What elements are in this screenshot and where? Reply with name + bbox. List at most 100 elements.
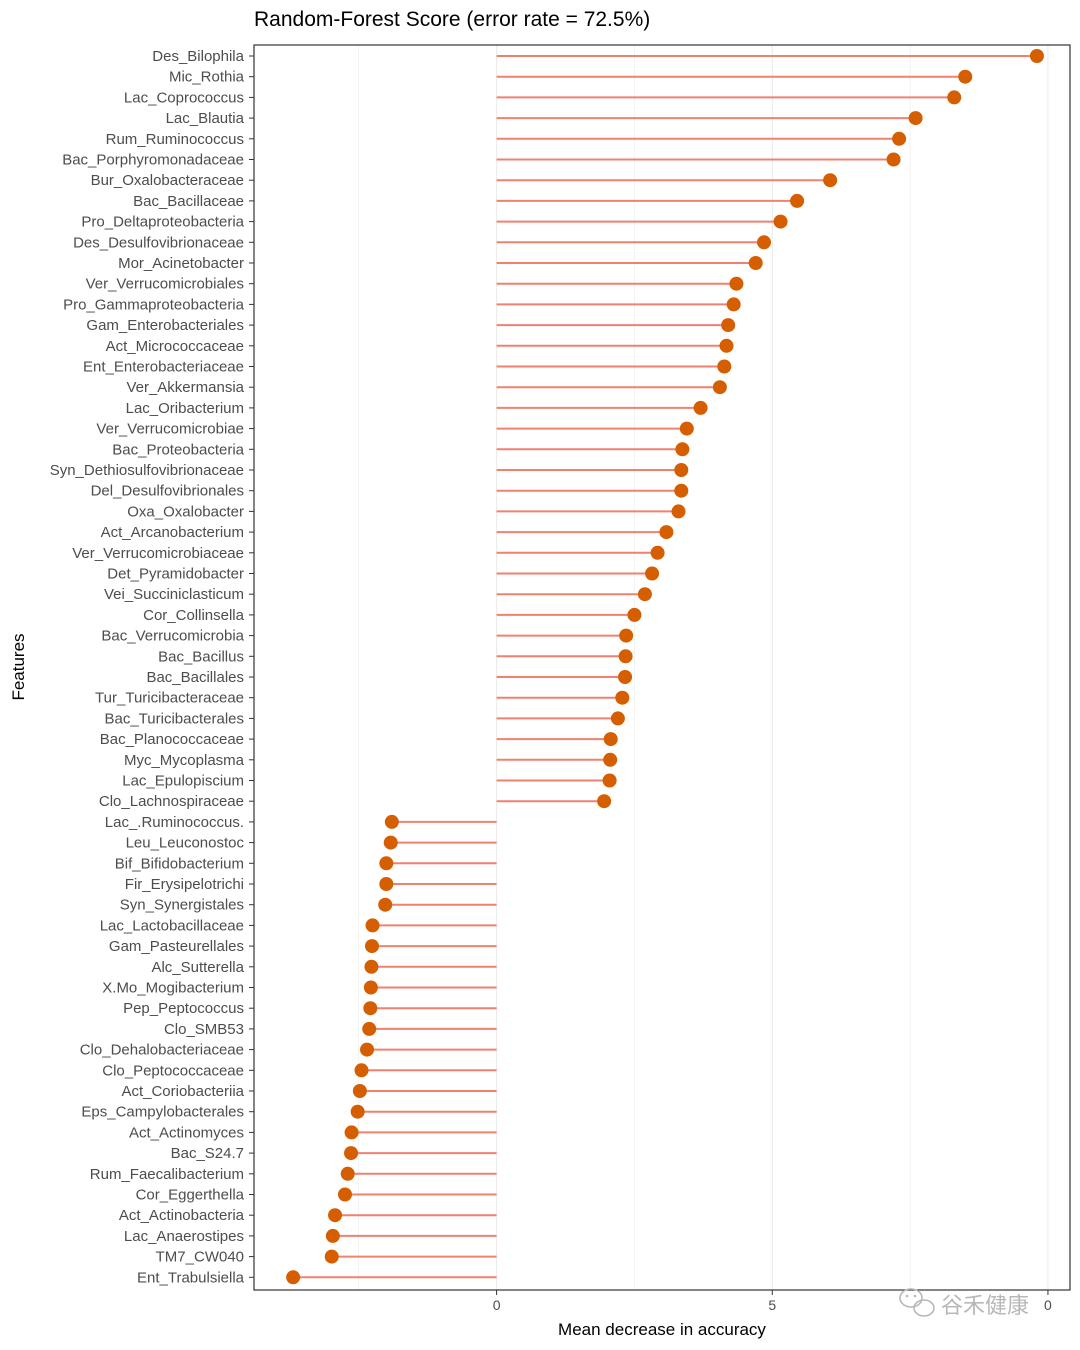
y-tick-label: Cor_Collinsella <box>143 607 245 624</box>
lollipop-point <box>693 400 708 415</box>
lollipop-point <box>615 690 630 705</box>
y-tick-label: Clo_Peptococcaceae <box>102 1062 244 1079</box>
y-tick-label: Bac_Proteobacteria <box>112 441 244 458</box>
y-tick-label: Leu_Leuconostoc <box>126 835 245 852</box>
lollipop-point <box>892 131 907 146</box>
y-tick-label: Pro_Deltaproteobacteria <box>81 214 244 231</box>
lollipop-points <box>286 49 1044 1285</box>
lollipop-point <box>286 1270 301 1285</box>
lollipop-point <box>674 483 689 498</box>
lollipop-point <box>325 1228 340 1243</box>
chart-title: Random-Forest Score (error rate = 72.5%) <box>254 8 650 31</box>
y-tick-label: Oxa_Oxalobacter <box>127 503 244 520</box>
y-tick-label: Ver_Akkermansia <box>126 379 244 396</box>
y-tick-label: Alc_Sutterella <box>151 959 244 976</box>
y-tick-label: Act_Actinobacteria <box>119 1207 245 1224</box>
lollipop-point <box>328 1208 343 1223</box>
y-axis-title: Features <box>9 633 28 700</box>
y-tick-label: Act_Micrococcaceae <box>106 338 244 355</box>
y-tick-label: Mic_Rothia <box>169 69 245 86</box>
lollipop-point <box>618 649 633 664</box>
lollipop-point <box>886 152 901 167</box>
lollipop-point <box>650 545 665 560</box>
y-tick-label: Syn_Synergistales <box>120 897 244 914</box>
y-tick-label: Lac_Lactobacillaceae <box>100 917 244 934</box>
y-tick-label: Clo_SMB53 <box>164 1021 244 1038</box>
y-tick-label: Cor_Eggerthella <box>136 1187 245 1204</box>
lollipop-point <box>603 732 618 747</box>
lollipop-point <box>645 566 660 581</box>
y-axis-labels: Des_Bilophila Mic_Rothia Lac_Coprococcus La… <box>50 48 245 1286</box>
y-tick-label: Det_Pyramidobacter <box>107 566 244 583</box>
y-axis-ticks <box>249 55 254 1278</box>
lollipop-point <box>378 897 393 912</box>
lollipop-point <box>602 773 617 788</box>
x-axis-ticks: 0 5 0 <box>493 1290 1052 1313</box>
x-tick-label: 0 <box>1044 1297 1052 1313</box>
lollipop-point <box>1029 49 1044 63</box>
y-tick-label: X.Mo_Mogibacterium <box>102 980 244 997</box>
lollipop-point <box>363 980 378 995</box>
y-tick-label: Lac_Anaerostipes <box>124 1228 244 1245</box>
y-tick-label: Act_Coriobacteriia <box>121 1083 244 1100</box>
y-tick-label: Clo_Lachnospiraceae <box>99 793 244 810</box>
lollipop-point <box>721 318 736 333</box>
lollipop-point <box>340 1166 355 1181</box>
y-tick-label: Ent_Trabulsiella <box>137 1269 245 1286</box>
panel-border <box>253 44 1071 1291</box>
lollipop-point <box>712 380 727 395</box>
lollipop-point <box>671 504 686 519</box>
y-tick-label: Lac_.Ruminococcus. <box>105 814 244 831</box>
x-tick-label: 5 <box>768 1297 776 1313</box>
lollipop-point <box>726 297 741 312</box>
y-tick-label: Ver_Verrucomicrobiales <box>86 276 244 293</box>
watermark: 谷禾健康 <box>899 1288 1029 1319</box>
y-tick-label: Lac_Epulopiscium <box>122 773 244 790</box>
y-tick-label: Lac_Oribacterium <box>126 400 244 417</box>
lollipop-point <box>748 256 763 270</box>
y-tick-label: Ent_Enterobacteriaceae <box>83 359 244 376</box>
y-tick-label: Act_Actinomyces <box>129 1124 244 1141</box>
y-tick-label: Vei_Succiniclasticum <box>104 586 244 603</box>
lollipop-point <box>354 1063 369 1078</box>
lollipop-point <box>729 276 744 291</box>
y-tick-label: Bif_Bifidobacterium <box>115 855 244 872</box>
lollipop-point <box>362 1021 377 1036</box>
lollipop-point <box>947 90 962 105</box>
lollipop-point <box>364 939 379 954</box>
lollipop-point <box>379 856 394 871</box>
y-tick-label: Bac_Planococcaceae <box>100 731 244 748</box>
lollipop-point <box>679 421 694 436</box>
lollipop-point <box>379 877 394 891</box>
lollipop-point <box>344 1146 359 1161</box>
y-tick-label: Bac_S24.7 <box>171 1145 244 1162</box>
y-tick-label: Syn_Dethiosulfovibrionaceae <box>50 462 244 479</box>
y-tick-label: Bac_Porphyromonadaceae <box>62 152 244 169</box>
lollipop-point <box>603 752 618 767</box>
x-tick-label: 0 <box>493 1297 501 1313</box>
y-tick-label: Act_Arcanobacterium <box>101 524 244 541</box>
lollipop-point <box>717 359 732 374</box>
y-tick-label: TM7_CW040 <box>156 1249 244 1266</box>
y-tick-label: Pro_Gammaproteobacteria <box>63 296 245 313</box>
lollipop-point <box>610 711 625 726</box>
lollipop-point <box>627 607 642 622</box>
y-tick-label: Bac_Bacillales <box>146 669 244 686</box>
lollipop-point <box>344 1125 359 1140</box>
y-tick-label: Fir_Erysipelotrichi <box>125 876 244 893</box>
watermark-text: 谷禾健康 <box>941 1294 1029 1319</box>
lollipop-point <box>364 959 379 974</box>
lollipop-point <box>619 628 634 643</box>
lollipop-point <box>757 235 771 250</box>
y-tick-label: Bur_Oxalobacteraceae <box>91 172 244 189</box>
y-tick-label: Gam_Enterobacteriales <box>86 317 244 334</box>
lollipop-point <box>365 918 380 933</box>
y-tick-label: Des_Desulfovibrionaceae <box>73 234 244 251</box>
y-tick-label: Tur_Turicibacteraceae <box>95 690 244 707</box>
y-tick-label: Pep_Peptococcus <box>123 1000 244 1017</box>
y-tick-label: Ver_Verrucomicrobiae <box>96 421 244 438</box>
y-tick-label: Clo_Dehalobacteriaceae <box>80 1042 244 1059</box>
lollipop-point <box>674 463 689 477</box>
